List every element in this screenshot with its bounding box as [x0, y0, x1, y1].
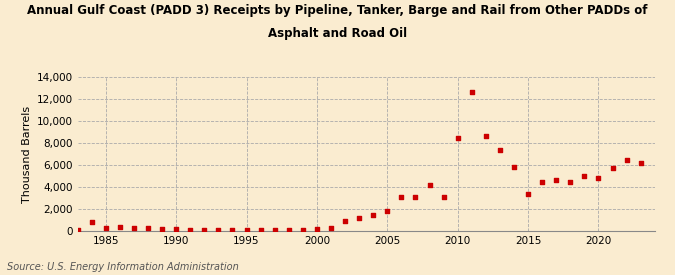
Point [171, 227, 182, 232]
Point [579, 174, 590, 178]
Point [424, 183, 435, 187]
Point [185, 228, 196, 232]
Point [565, 179, 576, 184]
Y-axis label: Thousand Barrels: Thousand Barrels [22, 105, 32, 203]
Point [142, 226, 153, 230]
Point [101, 226, 111, 230]
Text: Annual Gulf Coast (PADD 3) Receipts by Pipeline, Tanker, Barge and Rail from Oth: Annual Gulf Coast (PADD 3) Receipts by P… [27, 4, 648, 17]
Point [607, 166, 618, 170]
Point [508, 165, 519, 169]
Point [255, 228, 266, 233]
Point [382, 209, 393, 213]
Point [522, 191, 533, 196]
Point [241, 228, 252, 233]
Text: Asphalt and Road Oil: Asphalt and Road Oil [268, 28, 407, 40]
Point [199, 228, 210, 233]
Point [157, 227, 167, 231]
Point [635, 161, 646, 165]
Point [325, 226, 336, 230]
Point [621, 157, 632, 162]
Point [72, 228, 83, 233]
Point [438, 195, 449, 199]
Point [227, 228, 238, 232]
Point [481, 134, 491, 139]
Point [86, 220, 97, 224]
Point [495, 147, 506, 152]
Point [452, 135, 463, 140]
Point [128, 226, 139, 230]
Point [537, 179, 547, 184]
Text: Source: U.S. Energy Information Administration: Source: U.S. Energy Information Administ… [7, 262, 238, 272]
Point [368, 212, 379, 217]
Point [340, 219, 350, 223]
Point [312, 227, 323, 231]
Point [284, 228, 294, 233]
Point [213, 228, 224, 233]
Point [269, 228, 280, 233]
Point [354, 216, 364, 220]
Point [396, 195, 407, 199]
Point [115, 225, 126, 229]
Point [551, 178, 562, 183]
Point [298, 228, 308, 232]
Point [466, 90, 477, 95]
Point [410, 195, 421, 199]
Point [593, 176, 604, 180]
